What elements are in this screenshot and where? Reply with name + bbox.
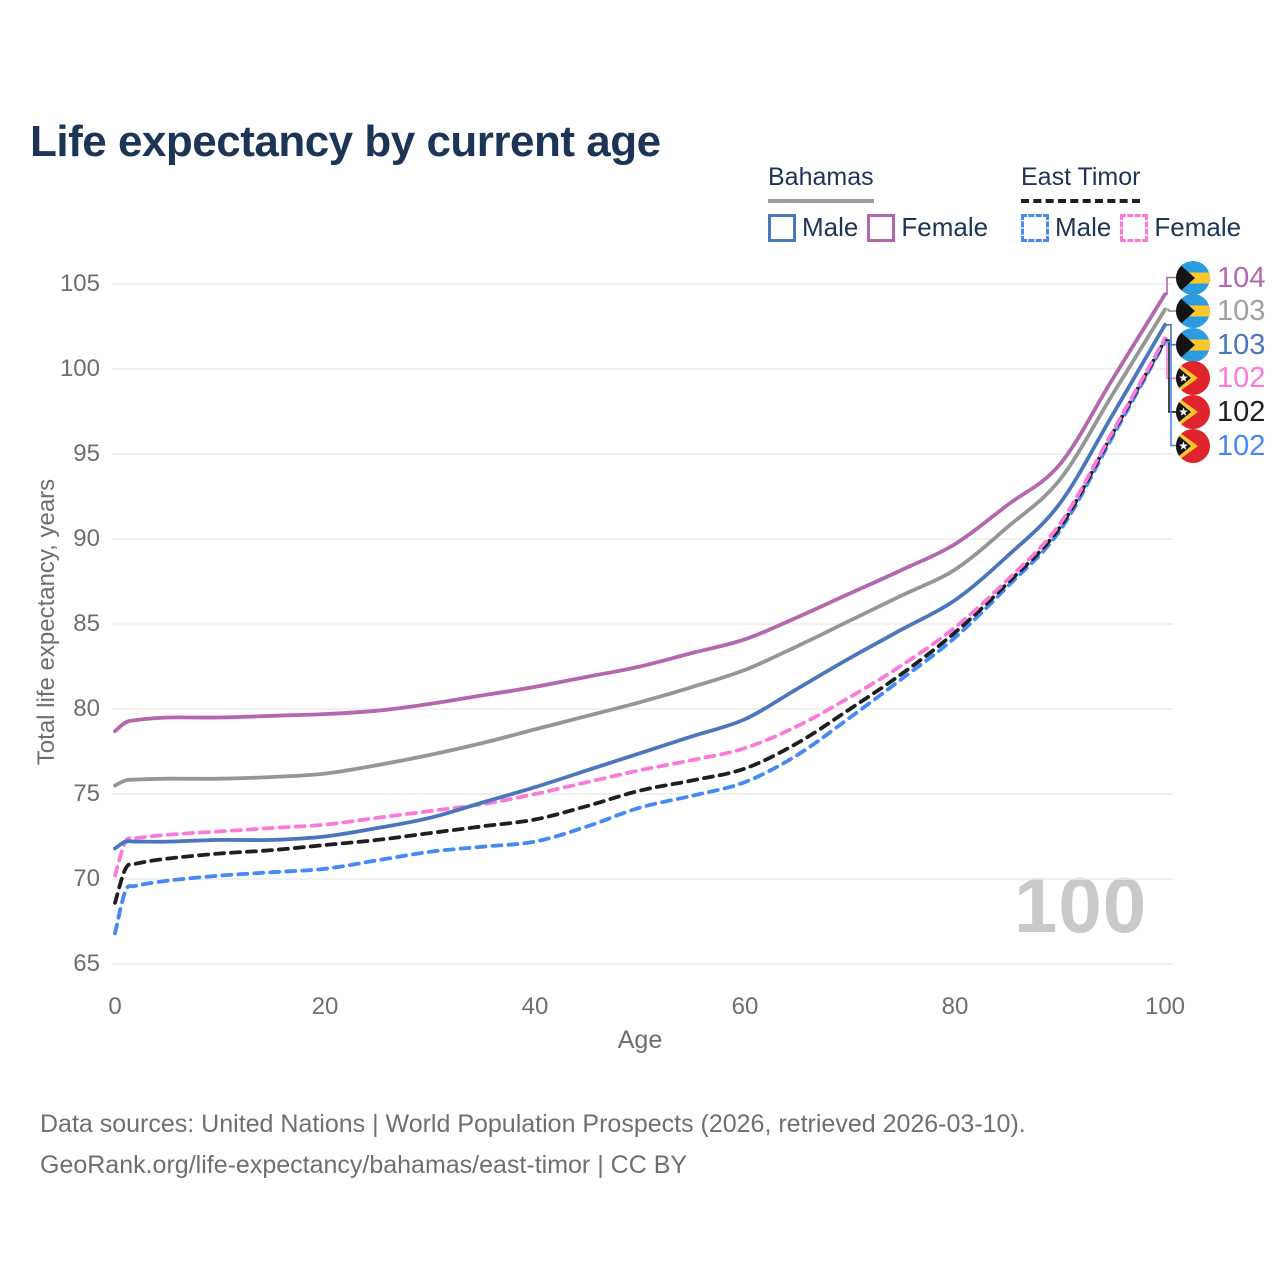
leader-line: [1165, 276, 1176, 295]
end-label-value: 104: [1217, 261, 1266, 294]
end-label-value: 102: [1217, 395, 1266, 428]
bahamas-flag-icon: [1176, 327, 1210, 362]
end-label-row: 102: [1176, 428, 1266, 463]
footer: Data sources: United Nations | World Pop…: [40, 1104, 1026, 1186]
y-tick-label: 95: [73, 440, 100, 467]
end-label-row: 102: [1176, 361, 1266, 396]
legend-group-title: East Timor: [1021, 163, 1141, 203]
east-timor-flag-icon: [1176, 428, 1210, 463]
x-tick-label: 60: [731, 993, 759, 1020]
series-line-bahamas-female: [113, 292, 1167, 733]
end-label-row: 103: [1176, 327, 1266, 362]
series-line-bahamas-all: [113, 307, 1167, 788]
y-tick-label: 75: [73, 780, 100, 807]
leader-line: [1165, 339, 1176, 413]
legend-item-east-timor-female[interactable]: Female: [1120, 212, 1241, 243]
leader-line: [1165, 308, 1176, 312]
x-tick-label: 0: [108, 993, 122, 1020]
legend-group-east-timor: East Timor Male Female: [1021, 163, 1241, 243]
x-axis-title: Age: [617, 1026, 663, 1054]
x-tick-label: 80: [941, 993, 969, 1020]
legend-item-label: Male: [802, 212, 859, 242]
leader-line: [1165, 324, 1176, 346]
legend-group-title: Bahamas: [768, 163, 874, 203]
y-tick-label: 80: [73, 695, 100, 722]
east-timor-flag-icon: [1176, 394, 1210, 429]
y-tick-label: 105: [59, 270, 100, 297]
bahamas-flag-icon: [1176, 294, 1210, 329]
y-tick-label: 65: [73, 950, 100, 977]
legend-group-bahamas: Bahamas Male Female: [768, 163, 988, 243]
end-label-value: 103: [1217, 328, 1266, 361]
series-line-east-timor-all: [113, 338, 1167, 905]
y-tick-label: 90: [73, 525, 100, 552]
series-line-east-timor-male: [113, 339, 1167, 936]
series-line-east-timor-female: [113, 336, 1167, 878]
footer-attribution-url: GeoRank.org/life-expectancy/bahamas/east…: [40, 1151, 688, 1179]
end-label-row: 104: [1176, 260, 1266, 295]
east-timor-flag-icon: [1176, 361, 1210, 396]
x-tick-label: 20: [311, 993, 339, 1020]
end-label-value: 102: [1217, 362, 1266, 395]
east-timor-female-swatch-icon: [1120, 213, 1149, 242]
legend-item-label: Male: [1055, 212, 1112, 242]
legend-item-bahamas-male[interactable]: Male: [768, 212, 858, 243]
east-timor-male-swatch-icon: [1021, 213, 1049, 242]
legend-item-label: Female: [901, 212, 989, 242]
footer-data-sources: Data sources: United Nations | World Pop…: [40, 1110, 1026, 1138]
end-label-value: 102: [1217, 429, 1266, 462]
leader-line: [1165, 341, 1176, 447]
end-label-row: 102: [1176, 394, 1266, 429]
series-line-bahamas-male: [113, 322, 1167, 851]
end-label-row: 103: [1176, 294, 1266, 329]
legend-item-bahamas-female[interactable]: Female: [867, 212, 988, 243]
y-tick-label: 85: [73, 610, 100, 637]
legend-item-label: Female: [1154, 212, 1242, 242]
end-label-value: 103: [1217, 295, 1266, 328]
page-title: Life expectancy by current age: [30, 117, 661, 167]
x-tick-label: 40: [521, 993, 549, 1020]
chart-plot-area[interactable]: [0, 0, 1280, 1070]
bahamas-female-swatch-icon: [867, 213, 896, 242]
bahamas-male-swatch-icon: [768, 213, 796, 242]
y-tick-label: 70: [73, 865, 100, 892]
legend-item-east-timor-male[interactable]: Male: [1021, 212, 1111, 243]
x-tick-label: 100: [1144, 993, 1186, 1020]
y-tick-label: 100: [59, 355, 100, 382]
bahamas-flag-icon: [1176, 260, 1210, 295]
